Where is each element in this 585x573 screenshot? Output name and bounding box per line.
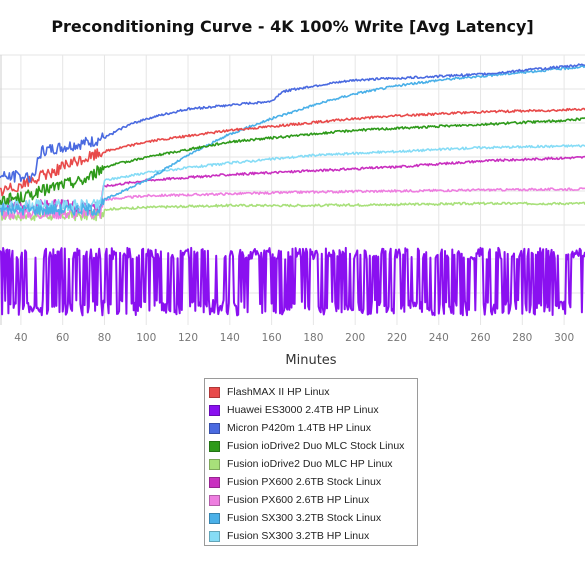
x-tick-label: 60 [56,332,69,344]
legend-label: Fusion SX300 3.2TB Stock Linux [227,512,382,524]
x-tick-label: 240 [429,332,449,344]
legend: FlashMAX II HP Linux Huawei ES3000 2.4TB … [204,378,418,546]
x-tick-label: 80 [98,332,111,344]
legend-item: Fusion PX600 2.6TB Stock Linux [209,473,417,491]
x-tick-label: 120 [178,332,198,344]
x-tick-label: 160 [262,332,282,344]
legend-item: Fusion ioDrive2 Duo MLC Stock Linux [209,437,417,455]
legend-swatch [209,512,220,524]
x-tick-label: 40 [14,332,27,344]
series-line-5 [0,155,585,212]
legend-swatch [209,530,220,542]
legend-label: Fusion SX300 3.2TB HP Linux [227,530,370,542]
series-line-2 [0,63,585,183]
legend-item: Fusion SX300 3.2TB HP Linux [209,527,417,545]
legend-swatch [209,476,220,488]
x-tick-label: 180 [303,332,323,344]
x-tick-label: 280 [512,332,532,344]
series-line-7 [0,65,585,216]
legend-item: Fusion SX300 3.2TB Stock Linux [209,509,417,527]
x-tick-label: 200 [345,332,365,344]
legend-swatch [209,422,220,434]
legend-swatch [209,386,220,398]
x-tick-label: 300 [554,332,574,344]
series-line-8 [0,144,585,212]
legend-label: Fusion ioDrive2 Duo MLC Stock Linux [227,440,405,452]
series-line-3 [0,117,585,205]
x-axis-label: Minutes [285,353,336,368]
x-tick-label: 220 [387,332,407,344]
legend-swatch [209,440,220,452]
chart-title: Preconditioning Curve - 4K 100% Write [A… [51,17,534,36]
legend-label: Fusion PX600 2.6TB HP Linux [227,494,370,506]
series-line-0 [0,107,585,197]
legend-item: Micron P420m 1.4TB HP Linux [209,419,417,437]
x-tick-labels: 40 60 80 100 120 140 160 180 200 220 240 260 280 300 [14,332,574,344]
legend-label: Huawei ES3000 2.4TB HP Linux [227,404,379,416]
x-tick-label: 100 [136,332,156,344]
legend-item: FlashMAX II HP Linux [209,383,417,401]
legend-item: Huawei ES3000 2.4TB HP Linux [209,401,417,419]
legend-swatch [209,404,220,416]
series-line-1 [0,246,585,317]
x-tick-label: 140 [220,332,240,344]
legend-item: Fusion PX600 2.6TB HP Linux [209,491,417,509]
legend-item: Fusion ioDrive2 Duo MLC HP Linux [209,455,417,473]
legend-label: Fusion PX600 2.6TB Stock Linux [227,476,382,488]
series-lines [0,63,585,317]
legend-label: Fusion ioDrive2 Duo MLC HP Linux [227,458,393,470]
legend-label: FlashMAX II HP Linux [227,386,330,398]
legend-label: Micron P420m 1.4TB HP Linux [227,422,371,434]
legend-swatch [209,458,220,470]
legend-swatch [209,494,220,506]
x-tick-label: 260 [471,332,491,344]
